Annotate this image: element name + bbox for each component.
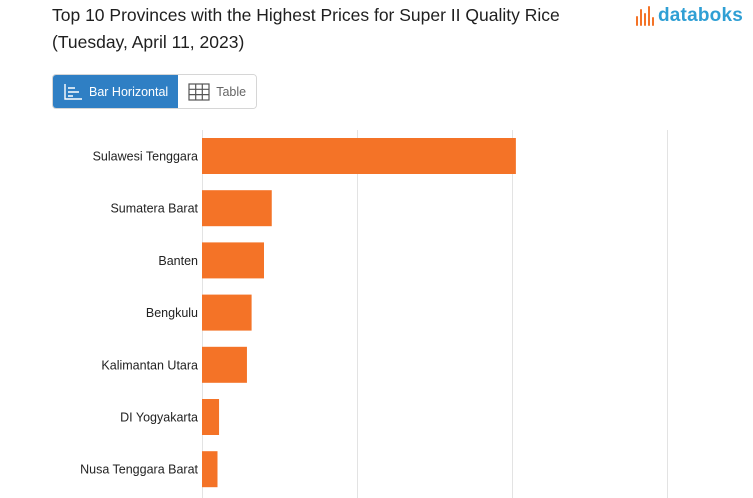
category-labels: Sulawesi Tenggara Sumatera Barat Banten Ben… [80,150,198,477]
tab-bar-horizontal-label: Bar Horizontal [89,84,169,99]
bar-chart-icon [64,83,82,100]
tab-table-label: Table [216,84,247,99]
bar-3[interactable] [202,294,252,331]
databoks-logo[interactable]: databoks [635,4,743,28]
bar-4[interactable] [202,346,247,383]
bar-6[interactable] [202,451,218,488]
chart-title: Top 10 Provinces with the Highest Prices… [52,5,560,52]
bar-5[interactable] [202,399,220,435]
view-toggle: Bar Horizontal Table [52,74,258,109]
category-label-5: DI Yogyakarta [120,411,198,425]
tab-bar-horizontal[interactable]: Bar Horizontal [53,75,179,108]
bars [202,138,516,488]
bar-0[interactable] [202,138,516,174]
category-label-6: Nusa Tenggara Barat [80,463,198,477]
bar-2[interactable] [202,242,264,279]
category-label-0: Sulawesi Tenggara [93,150,198,164]
databoks-logo-icon [635,6,654,26]
category-label-3: Bengkulu [146,306,198,320]
category-label-4: Kalimantan Utara [101,358,198,372]
tab-table[interactable]: Table [178,75,257,108]
table-icon [188,82,210,101]
category-label-1: Sumatera Barat [110,202,198,216]
databoks-wordmark: databoks [657,5,743,26]
category-label-2: Banten [158,254,198,268]
gridlines [202,130,668,498]
bar-1[interactable] [202,190,272,227]
